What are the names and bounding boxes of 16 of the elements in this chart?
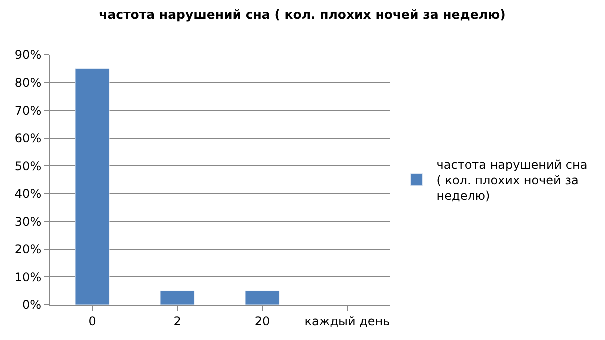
y-tick-label: 70%	[14, 104, 42, 118]
y-tick-label: 50%	[14, 159, 42, 174]
x-tick-label: 0	[88, 314, 96, 328]
x-tick-label: 20	[254, 314, 270, 328]
y-tick-label: 40%	[14, 187, 42, 202]
y-tick-label: 30%	[14, 214, 42, 229]
x-tick-label: 2	[174, 314, 182, 328]
y-tick-label: 60%	[14, 132, 42, 146]
y-tick-label: 10%	[14, 270, 42, 284]
chart-title: частота нарушений сна ( кол. плохих ночей за неделю)	[99, 6, 506, 22]
y-tick-label: 80%	[14, 76, 42, 90]
legend-label: частота нарушений сна ( кол. плохих ночей за неделю)	[436, 158, 588, 204]
y-tick-label: 0%	[22, 298, 42, 312]
x-tick-label: каждый день	[304, 314, 390, 328]
y-tick-label: 90%	[14, 48, 42, 62]
y-tick-label: 20%	[14, 242, 42, 257]
